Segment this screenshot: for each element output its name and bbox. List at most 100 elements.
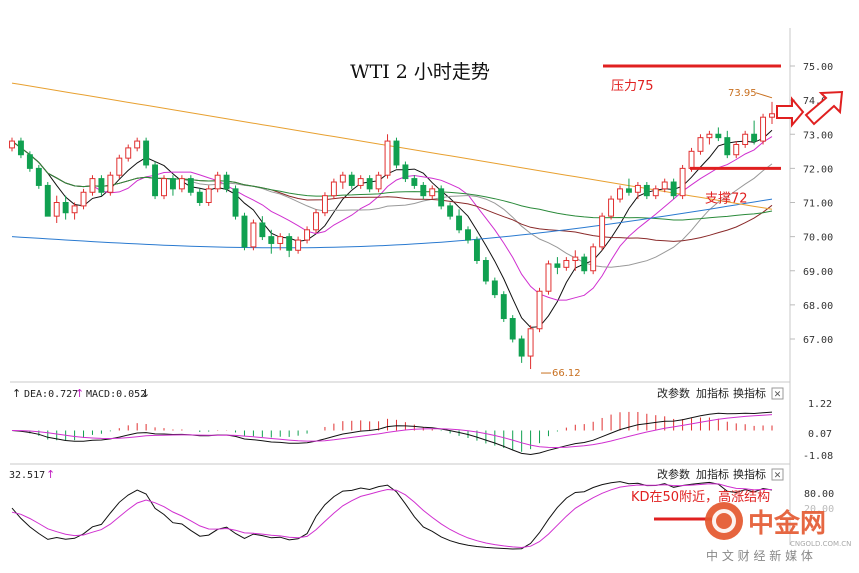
high-price-label: 73.95 [728, 88, 757, 99]
kd-up-arrow-icon: ↑ [46, 468, 55, 481]
candle-up [134, 140, 141, 149]
candle-up [375, 174, 382, 190]
candle-up [357, 178, 364, 186]
watermark: 中金网 CNGOLD.COM.CN 中 文 财 经 新 媒 体 [705, 502, 851, 563]
macd-value: MACD:0.052 [86, 389, 146, 400]
kd-add-indicator-button[interactable]: 加指标 [696, 467, 729, 481]
candle-up [617, 188, 623, 200]
candle-down [268, 236, 275, 244]
candle-up [563, 260, 570, 268]
ma20-line [11, 140, 773, 268]
macd-tick-mid: 0.07 [808, 429, 832, 440]
candle-down [348, 174, 355, 186]
macd-switch-indicator-button[interactable]: 换指标 [733, 386, 766, 400]
candle-down [35, 167, 42, 186]
candle-up [536, 290, 543, 330]
candle-down [259, 222, 266, 238]
ma10-line [11, 136, 773, 301]
price-tick-label: 69.00 [803, 267, 833, 278]
macd-param-button[interactable]: 改参数 [657, 386, 690, 400]
candle-up [277, 236, 284, 244]
macd-tick-bottom: -1.08 [803, 451, 833, 462]
candle-up [161, 178, 167, 197]
logo-icon [705, 502, 743, 540]
candle-down [286, 236, 293, 251]
kd-param-button[interactable]: 改参数 [657, 467, 690, 481]
macd-tick-top: 1.22 [808, 399, 832, 410]
price-tick-label: 68.00 [803, 301, 833, 312]
candle-down [500, 294, 507, 320]
candle-down [751, 133, 758, 142]
candle-down [438, 188, 445, 207]
candle-up [697, 137, 704, 152]
price-tick-label: 70.00 [803, 233, 833, 244]
candle-up [599, 215, 606, 248]
candle-down [643, 184, 650, 197]
candle-down [715, 133, 722, 139]
candle-up [652, 188, 659, 197]
candle-down [473, 239, 480, 262]
candle-down [152, 164, 159, 197]
candle-down [581, 256, 588, 272]
dif-line [11, 411, 773, 456]
price-panel: 75.00 74.00 73.00 72.00 71.00 70.00 69.00 68.00… [9, 28, 833, 545]
candle-up [250, 222, 257, 248]
dea-line [11, 414, 773, 449]
candle-down [62, 202, 69, 214]
candle-up [384, 140, 391, 176]
price-tick-label: 72.00 [803, 164, 833, 175]
candle-down [17, 140, 24, 156]
close-icon: ✕ [774, 390, 782, 400]
candle-up [688, 150, 695, 169]
candle-up [339, 174, 346, 183]
candle-up [733, 143, 740, 156]
macd-close-button[interactable] [771, 387, 784, 400]
candle-down [456, 215, 463, 231]
ma120-line [11, 198, 773, 249]
candle-down [482, 260, 489, 282]
candle-up [205, 188, 212, 204]
candle-up [679, 167, 686, 197]
candle-up [313, 212, 319, 231]
kd-tick-top: 80.00 [804, 489, 834, 500]
candle-up [107, 174, 114, 193]
candle-down [143, 140, 150, 166]
candle-up [634, 184, 641, 193]
candle-up [742, 133, 749, 145]
candle-down [465, 229, 471, 241]
candle-up [178, 178, 185, 190]
candle-down [223, 174, 230, 190]
candle-down [98, 178, 105, 193]
d-line [11, 483, 773, 549]
candle-down [196, 191, 203, 203]
candle-up [572, 256, 579, 262]
candle-up [545, 263, 552, 292]
candle-up [89, 178, 96, 193]
candle-down [518, 338, 525, 357]
candle-down [411, 178, 418, 186]
candle-up [125, 147, 132, 159]
candle-down [241, 215, 248, 248]
ma60-line [11, 140, 773, 221]
candle-up [429, 188, 436, 197]
candle-up [330, 181, 337, 197]
candle-down [26, 154, 33, 169]
kd-switch-indicator-button[interactable]: 换指标 [733, 467, 766, 481]
kd-close-button[interactable] [771, 468, 784, 481]
candle-down [366, 178, 373, 190]
candle-up [214, 174, 221, 190]
candle-up [71, 205, 78, 214]
ma5-line [11, 129, 773, 328]
macd-add-indicator-button[interactable]: 加指标 [696, 386, 729, 400]
kd-tick-low: 20.00 [804, 504, 834, 515]
candle-up [527, 328, 534, 357]
candle-down [554, 263, 561, 268]
kd-value: 32.517 [9, 470, 45, 481]
dea-value: DEA:0.727 [24, 389, 78, 400]
price-tick-label: 75.00 [803, 62, 833, 73]
candle-up [295, 239, 302, 251]
kd-panel: 32.517 ↑ 改参数 加指标 换指标 ✕ 80.00 20.00 KD在50… [9, 467, 834, 550]
candle-up [80, 191, 87, 207]
candle-up [661, 181, 668, 190]
logo-site: CNGOLD.COM.CN [790, 540, 851, 548]
